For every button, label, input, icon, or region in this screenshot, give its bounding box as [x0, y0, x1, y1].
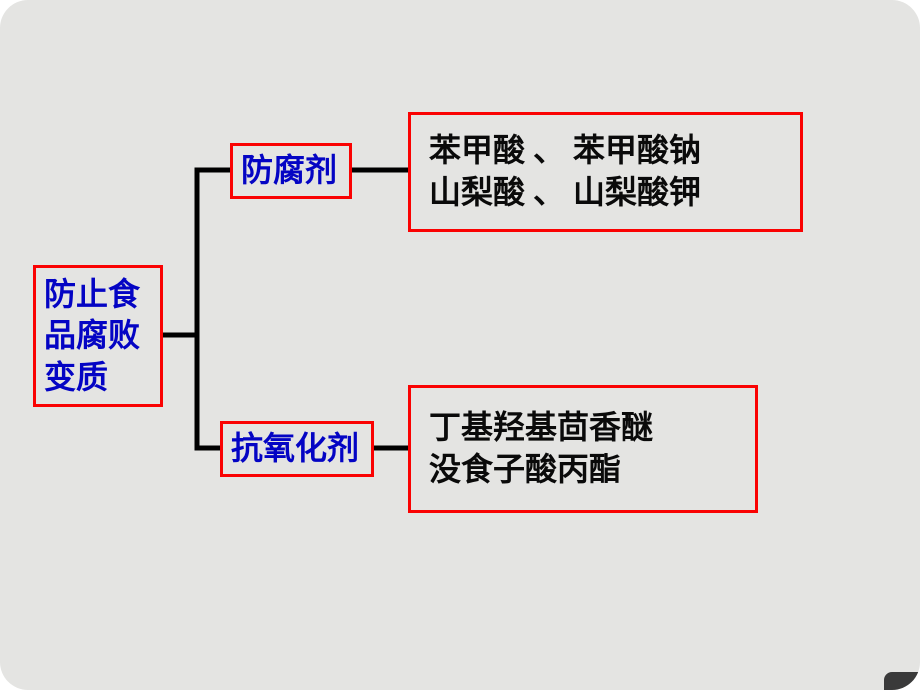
- node-antioxidant-examples-label: 丁基羟基茴香醚 没食子酸丙酯: [429, 407, 653, 490]
- node-preservative-examples: 苯甲酸 、 苯甲酸钠 山梨酸 、 山梨酸钾: [408, 112, 803, 232]
- node-antioxidant-label: 抗氧化剂: [231, 428, 359, 470]
- connector: [163, 335, 221, 448]
- node-root-label: 防止食 品腐败 变质: [44, 274, 140, 399]
- connector: [163, 170, 231, 335]
- node-preservative-label: 防腐剂: [241, 150, 337, 192]
- slide-diagram: 防止食 品腐败 变质 防腐剂 抗氧化剂 苯甲酸 、 苯甲酸钠 山梨酸 、 山梨酸…: [0, 0, 920, 690]
- node-preservative: 防腐剂: [230, 143, 352, 199]
- node-antioxidant-examples: 丁基羟基茴香醚 没食子酸丙酯: [408, 385, 758, 513]
- node-preservative-examples-label: 苯甲酸 、 苯甲酸钠 山梨酸 、 山梨酸钾: [429, 130, 701, 213]
- node-root: 防止食 品腐败 变质: [33, 265, 163, 407]
- node-antioxidant: 抗氧化剂: [220, 421, 374, 477]
